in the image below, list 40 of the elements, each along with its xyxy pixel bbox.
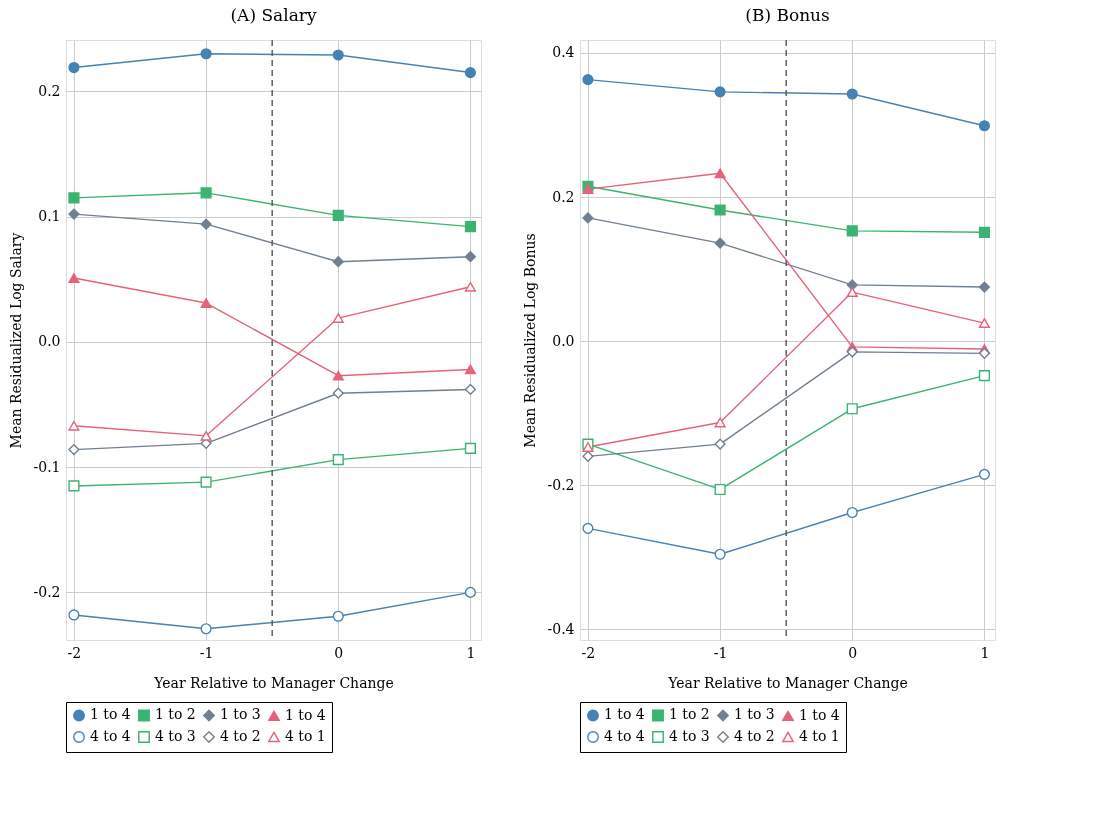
y-tick-label: -0.1: [33, 458, 61, 475]
legend-label: 4 to 4: [604, 728, 645, 744]
x-axis-title: Year Relative to Manager Change: [667, 674, 908, 691]
legend-label: 1 to 2: [669, 706, 710, 723]
y-tick-label: -0.2: [547, 476, 575, 493]
chart-title: (A) Salary: [230, 5, 317, 26]
y-tick-label: 0.1: [38, 208, 61, 225]
y-tick-label: 0.2: [38, 82, 61, 99]
x-tick-label: -2: [67, 644, 82, 661]
legend-label: 4 to 1: [285, 728, 326, 744]
y-tick-label: 0.0: [552, 332, 575, 349]
y-tick-label: -0.4: [547, 620, 575, 637]
chart-title: (B) Bonus: [745, 5, 830, 26]
x-tick-label: 1: [466, 644, 476, 661]
x-tick-label: -2: [581, 644, 596, 661]
y-axis-title: Mean Residualized Log Salary: [7, 232, 24, 449]
legend-label: 1 to 4: [799, 706, 840, 723]
x-tick-label: 0: [848, 644, 858, 661]
x-tick-label: 0: [334, 644, 344, 661]
y-tick-label: 0.4: [552, 44, 575, 61]
legend-label: 4 to 3: [669, 728, 710, 744]
legend-label: 1 to 4: [285, 706, 326, 723]
x-tick-label: -1: [713, 644, 728, 661]
legend-label: 1 to 4: [90, 706, 131, 723]
y-tick-label: 0.0: [38, 333, 61, 350]
legend-label: 4 to 4: [90, 728, 131, 744]
x-tick-label: 1: [980, 644, 990, 661]
legend-label: 1 to 2: [155, 706, 196, 723]
y-tick-label: -0.2: [33, 583, 61, 600]
legend-label: 4 to 1: [799, 728, 840, 744]
legend-label: 4 to 2: [734, 728, 775, 744]
y-tick-label: 0.2: [552, 188, 575, 205]
y-axis-title: Mean Residualized Log Bonus: [521, 233, 538, 448]
x-tick-label: -1: [199, 644, 214, 661]
legend-label: 1 to 4: [604, 706, 645, 723]
x-axis-title: Year Relative to Manager Change: [153, 674, 394, 691]
legend-label: 4 to 2: [220, 728, 261, 744]
legend-label: 1 to 3: [220, 706, 261, 723]
legend-label: 1 to 3: [734, 706, 775, 723]
legend-label: 4 to 3: [155, 728, 196, 744]
